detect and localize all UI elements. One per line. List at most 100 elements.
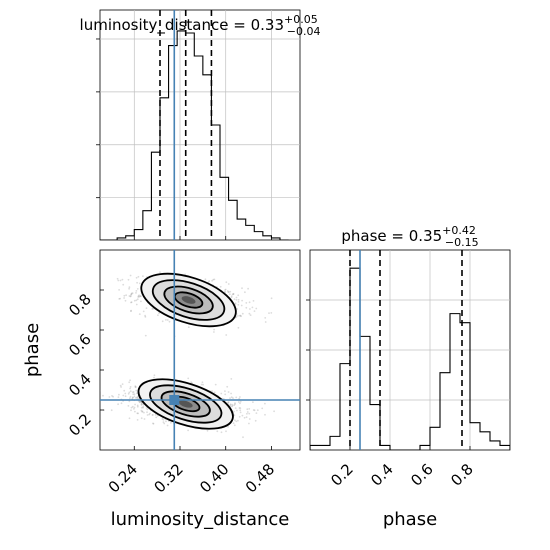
sample-point: [232, 292, 235, 295]
sample-point: [134, 386, 137, 388]
sample-point: [136, 412, 139, 415]
sample-point: [246, 411, 249, 413]
sample-point: [187, 429, 190, 432]
sample-point: [247, 287, 250, 290]
sample-point: [96, 411, 98, 413]
sample-point: [149, 412, 151, 415]
sample-point: [128, 400, 131, 403]
sample-point: [270, 297, 273, 300]
sample-point: [229, 403, 232, 406]
sample-point: [239, 411, 242, 414]
sample-point: [237, 298, 240, 301]
sample-point: [233, 424, 236, 427]
sample-point: [138, 313, 141, 315]
sample-point: [234, 419, 236, 422]
sample-point: [235, 299, 238, 301]
phase-title-value: 0.35: [409, 227, 442, 245]
sample-point: [144, 334, 147, 337]
joint-content: [96, 250, 300, 450]
sample-point: [213, 328, 216, 331]
sample-point: [118, 298, 121, 300]
sample-point: [224, 393, 227, 396]
sample-point: [234, 302, 237, 305]
sample-point: [136, 298, 139, 301]
sample-point: [138, 401, 141, 404]
sample-point: [237, 294, 240, 297]
sample-point: [141, 410, 144, 413]
sample-point: [142, 310, 145, 313]
sample-point: [145, 307, 148, 309]
sample-point: [130, 293, 133, 295]
sample-point: [135, 389, 138, 392]
sample-point: [214, 383, 217, 386]
sample-point: [144, 316, 147, 318]
sample-point: [137, 295, 140, 298]
sample-point: [253, 310, 256, 312]
sample-point: [131, 292, 134, 294]
density-contour: [163, 285, 214, 315]
sample-point: [129, 274, 132, 277]
luminosity-distance-title-name: luminosity_distance: [80, 16, 229, 35]
sample-point: [129, 386, 132, 388]
sample-point: [243, 416, 246, 419]
sample-point: [132, 396, 134, 399]
sample-point: [238, 407, 241, 409]
sample-point: [229, 404, 232, 406]
sample-point: [239, 409, 242, 412]
sample-point: [239, 407, 242, 409]
sample-point: [235, 396, 238, 399]
sample-point: [227, 283, 230, 285]
sample-point: [225, 430, 227, 433]
luminosity-distance-title-upper: +0.05: [284, 13, 318, 26]
sample-point: [213, 331, 215, 333]
sample-point: [128, 417, 131, 420]
sample-point: [239, 314, 241, 317]
sample-point: [161, 320, 164, 323]
sample-point: [219, 285, 222, 288]
sample-point: [241, 312, 244, 315]
sample-point: [119, 297, 121, 300]
sample-point: [245, 416, 248, 419]
sample-point: [208, 280, 211, 283]
phase-hist-content: [310, 250, 510, 450]
sample-point: [119, 384, 122, 387]
sample-point: [140, 409, 143, 412]
sample-point: [140, 404, 143, 406]
sample-point: [232, 397, 234, 399]
sample-point: [135, 290, 138, 292]
sample-point: [136, 396, 138, 399]
sample-point: [123, 389, 126, 392]
sample-point: [137, 412, 140, 415]
sample-point: [133, 408, 135, 410]
sample-point: [236, 308, 239, 310]
sample-point: [227, 401, 229, 404]
sample-point: [112, 395, 114, 398]
sample-point: [254, 419, 257, 422]
sample-point: [163, 422, 166, 425]
sample-point: [132, 393, 135, 396]
sample-point: [135, 303, 138, 306]
joint-xtick-label: 0.24: [105, 460, 141, 496]
sample-point: [230, 295, 233, 298]
sample-point: [152, 422, 155, 425]
joint-ytick-label: 0.2: [65, 410, 95, 440]
sample-point: [190, 381, 193, 383]
sample-point: [228, 293, 231, 296]
luminosity-distance-xlabel: luminosity_distance: [111, 509, 290, 530]
sample-point: [234, 403, 236, 406]
sample-point: [227, 401, 230, 404]
sample-point: [242, 436, 244, 439]
sample-point: [239, 400, 242, 403]
sample-point: [137, 296, 140, 298]
sample-point: [140, 402, 143, 404]
sample-point: [125, 294, 127, 297]
sample-point: [232, 293, 235, 295]
density-contour: [160, 390, 211, 418]
sample-point: [255, 412, 258, 414]
sample-point: [211, 390, 214, 392]
sample-point: [211, 279, 214, 282]
sample-point: [232, 422, 235, 425]
sample-point: [136, 288, 139, 290]
sample-point: [133, 299, 136, 302]
sample-point: [131, 396, 134, 399]
